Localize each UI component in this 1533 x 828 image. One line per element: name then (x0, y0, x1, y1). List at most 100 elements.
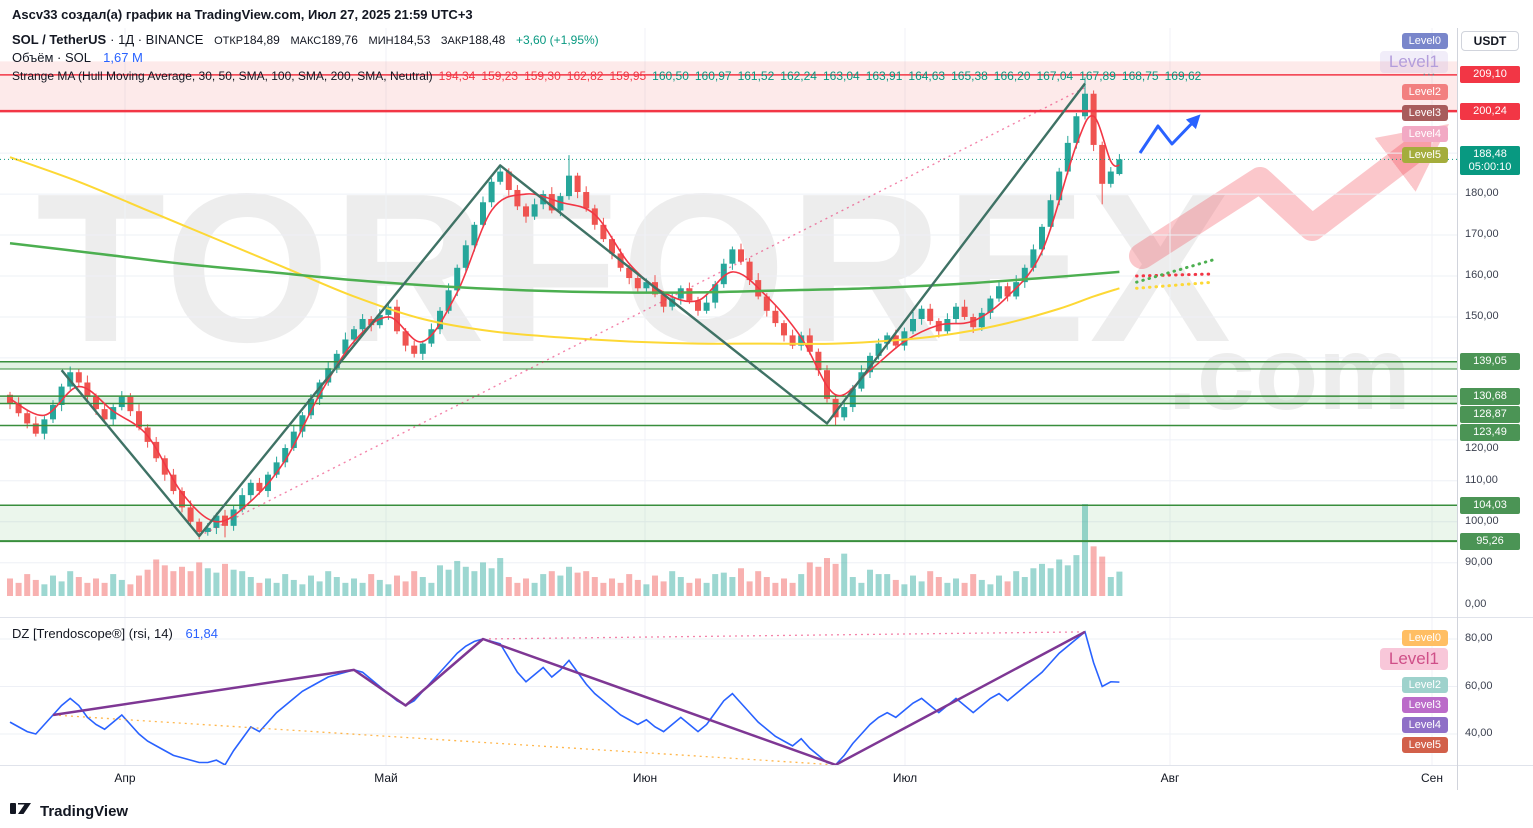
rsi-levels-level0[interactable]: Level0 (1401, 630, 1448, 646)
volume-bar (875, 574, 882, 596)
volume-bar (67, 571, 74, 596)
candle (488, 181, 495, 203)
candle (832, 398, 839, 418)
volume-bar (978, 579, 985, 596)
rsi-indicator-legend[interactable]: DZ [Trendoscope®] (rsi, 14) 61,84 (12, 626, 218, 641)
candle (815, 351, 822, 371)
main-levels-level5[interactable]: Level5 (1401, 147, 1448, 163)
candle (308, 398, 314, 416)
candle (720, 263, 727, 285)
volume-bar (394, 575, 400, 596)
strange-ma-legend-row[interactable]: Strange MA (Hull Moving Average, 30, 50,… (12, 67, 1201, 85)
volume-bar (944, 582, 951, 596)
ma-value: 169,62 (1164, 69, 1202, 83)
candle (187, 507, 194, 522)
ohlc-close-value: 188,48 (468, 33, 506, 47)
price-badge-104,03: 104,03 (1460, 496, 1520, 514)
ma-value: 165,38 (951, 69, 988, 83)
volume-bar (1082, 504, 1088, 596)
main-levels-level2[interactable]: Level2 (1401, 84, 1448, 100)
symbol-name[interactable]: SOL / TetherUS (12, 32, 107, 47)
volume-bar (376, 579, 383, 596)
candle (660, 294, 667, 307)
volume-bar (273, 582, 280, 596)
candle (273, 462, 280, 475)
main-levels-level4[interactable]: Level4 (1401, 126, 1448, 142)
candle (557, 196, 564, 211)
currency-toggle-button[interactable]: USDT (1461, 31, 1519, 51)
candle (858, 372, 865, 389)
more-options-icon[interactable]: ⋯ (1422, 66, 1437, 82)
price-badge-128,87: 128,87 (1460, 405, 1520, 423)
footer-brand[interactable]: TradingView (10, 798, 128, 824)
volume-bar (75, 577, 82, 596)
rsi-levels-level1[interactable]: Level1 (1379, 648, 1448, 670)
trendline-dotted[interactable] (198, 86, 1086, 537)
volume-bar (32, 579, 39, 596)
candle (428, 329, 435, 344)
candle (703, 302, 710, 311)
candle (385, 306, 392, 315)
rsi-levels-level4[interactable]: Level4 (1401, 717, 1448, 733)
axis-tick-80,00: 80,00 (1465, 632, 1493, 644)
candle (402, 331, 409, 346)
candle (136, 411, 142, 428)
candle (32, 423, 39, 434)
rsi-levels-level5[interactable]: Level5 (1401, 737, 1448, 753)
volume-bar (50, 575, 56, 596)
volume-bar (910, 575, 916, 596)
rsi-indicator-label[interactable]: DZ [Trendoscope®] (rsi, 14) (12, 626, 173, 641)
candle (944, 319, 951, 332)
time-scale[interactable]: Апр Май Июн Июл Авг Сен (0, 766, 1533, 792)
axis-tick-40,00: 40,00 (1465, 727, 1493, 739)
candle (643, 282, 650, 289)
ohlc-low-label: МИН (368, 35, 394, 47)
arrow-drawing[interactable] (1138, 114, 1201, 154)
ma-projection-dotted (1135, 258, 1216, 284)
main-levels-level1[interactable]: Level1 (1379, 51, 1448, 73)
price-badge-200,24: 200,24 (1460, 102, 1520, 120)
volume-bar (179, 566, 185, 596)
volume-legend-row[interactable]: Объём · SOL 1,67 М (12, 49, 1201, 67)
price-badge-209,10: 209,10 (1460, 66, 1520, 84)
tradingview-logo-icon[interactable] (10, 798, 33, 824)
candle (1056, 171, 1063, 201)
volume-bar (626, 574, 633, 596)
volume-bar (1064, 565, 1071, 596)
volume-bar (927, 571, 934, 596)
ma-value: 164,63 (908, 69, 946, 83)
rsi-levels-level3[interactable]: Level3 (1401, 697, 1448, 713)
volume-bar (901, 584, 908, 596)
volume-bar (24, 574, 31, 596)
volume-bar (858, 582, 865, 596)
chart-legend[interactable]: SOL / TetherUS · 1Д · BINANCE ОТКР184,89 … (12, 31, 1201, 85)
candle (987, 298, 994, 313)
candle (230, 509, 237, 526)
volume-bar (368, 574, 375, 596)
volume-bar (600, 582, 607, 596)
candle (772, 310, 779, 324)
volume-bar (247, 577, 254, 596)
volume-bar (359, 582, 366, 596)
main-levels-level0[interactable]: Level0 (1401, 33, 1448, 49)
ma-value: 162,24 (780, 69, 817, 83)
tradingview-logo-text: TradingView (40, 802, 129, 820)
symbol-legend-row[interactable]: SOL / TetherUS · 1Д · BINANCE ОТКР184,89 … (12, 31, 1201, 49)
rsi-levels-level2[interactable]: Level2 (1401, 677, 1448, 693)
candle (1064, 142, 1071, 172)
chart-attribution-bar: Ascv33 создал(а) график на TradingView.c… (0, 0, 1533, 28)
candle (961, 306, 968, 317)
volume-bar (548, 571, 555, 596)
price-badge-123,49: 123,49 (1460, 423, 1520, 441)
candle (333, 353, 340, 369)
candle (1013, 282, 1020, 297)
price-scale[interactable]: USDT 209,10 200,24 188,48 05:00:10 180,00 170… (1457, 28, 1533, 790)
price-zigzag-line[interactable] (60, 82, 1086, 538)
strange-ma-label[interactable]: Strange MA (Hull Moving Average, 30, 50,… (12, 69, 433, 83)
candle (376, 314, 383, 326)
candle (935, 321, 942, 332)
candle (161, 458, 168, 475)
volume-label[interactable]: Объём · SOL (12, 50, 91, 65)
main-levels-level3[interactable]: Level3 (1401, 105, 1448, 121)
